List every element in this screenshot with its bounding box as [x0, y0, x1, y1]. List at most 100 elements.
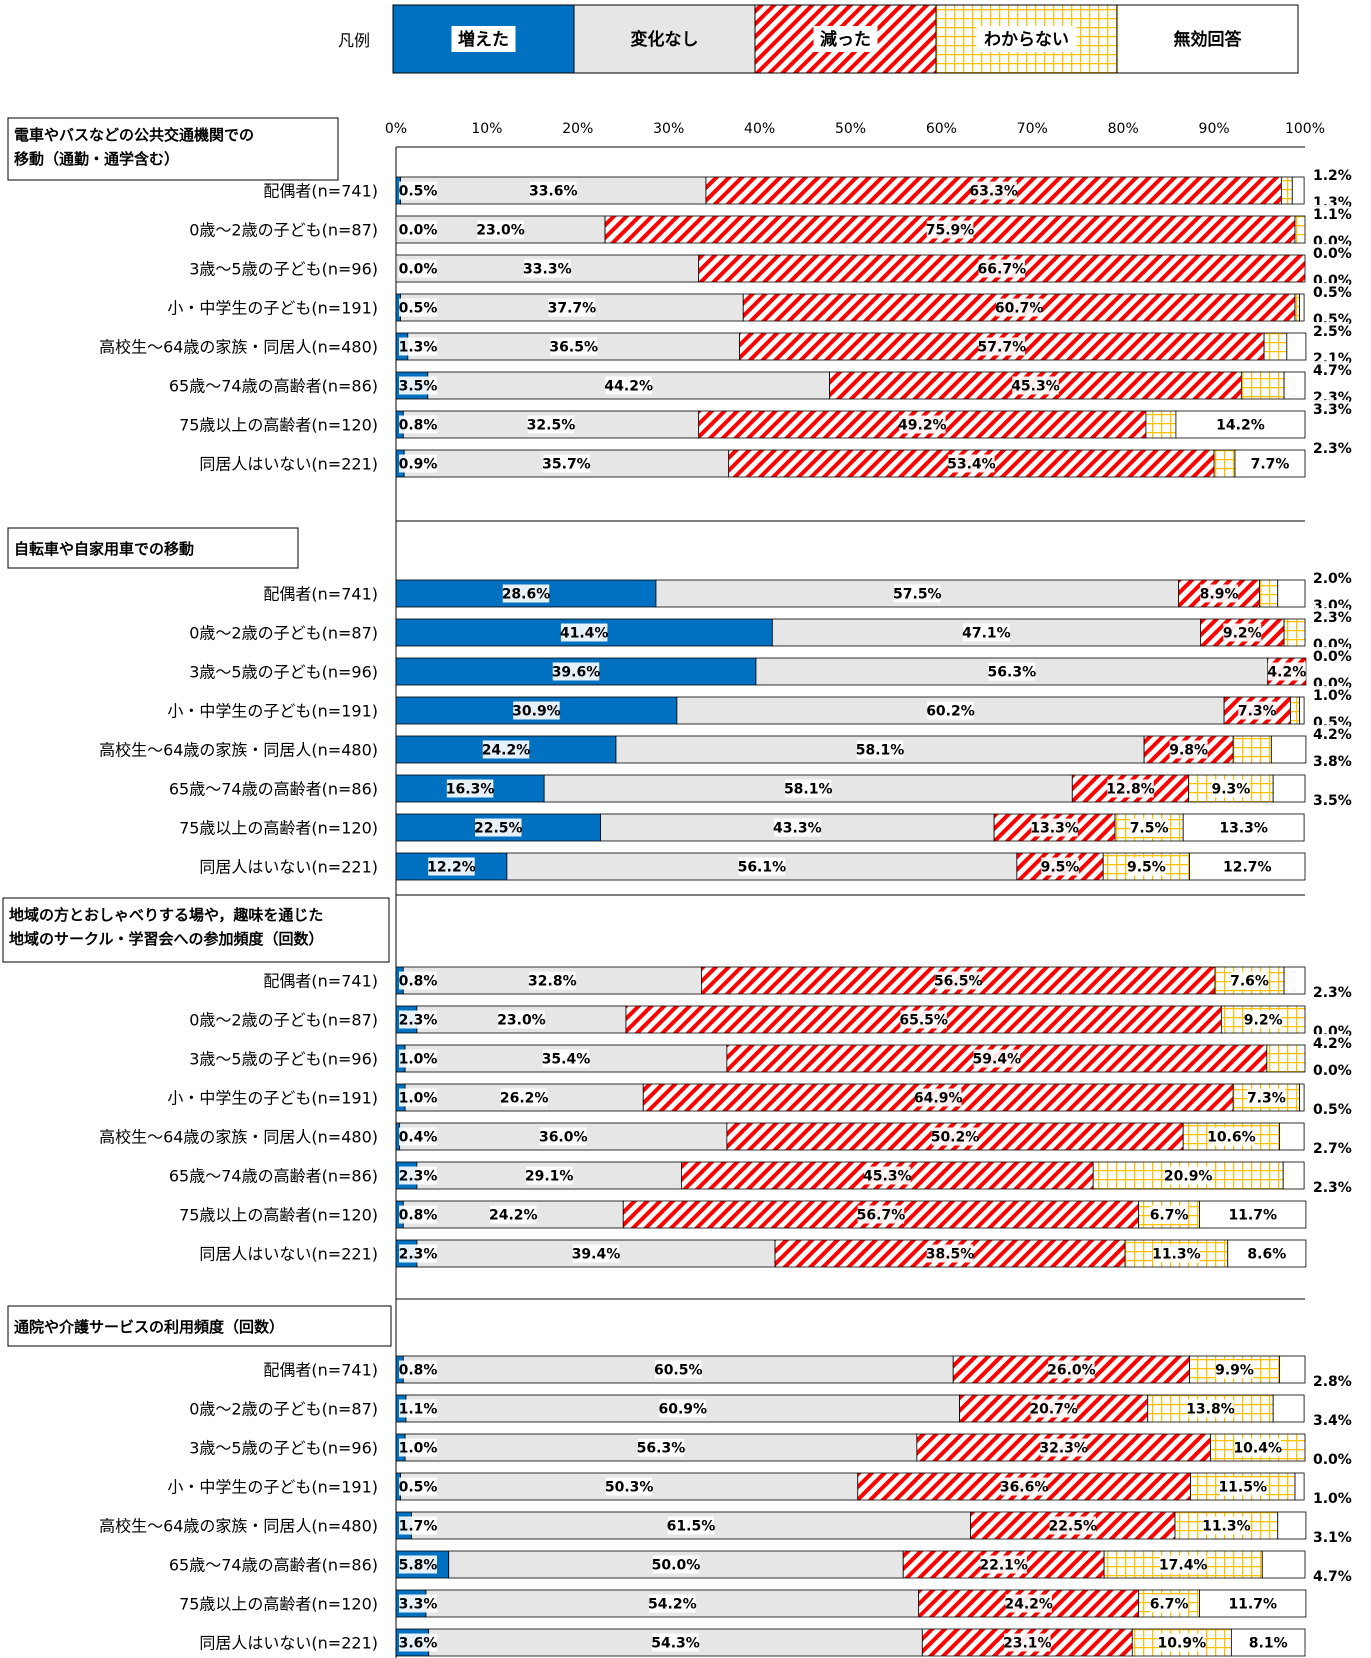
row-label: 高校生～64歳の家族・同居人(n=480): [99, 338, 378, 357]
value-label-bg: [649, 1594, 696, 1613]
value-label-decreased: 22.5%: [1048, 1519, 1097, 1535]
value-label-unknown: 1.2%: [1313, 168, 1352, 184]
row-label: 3歳～5歳の子ども(n=96): [189, 663, 378, 682]
value-label-no-change: 39.4%: [572, 1247, 621, 1263]
value-label-bg: [560, 623, 608, 642]
value-label-no-change: 32.8%: [528, 974, 577, 990]
group-title: 通院や介護サービスの利用頻度（回数）: [14, 1318, 284, 1336]
legend: 増えた 変化なし 減った わからない 無効回答: [392, 4, 1299, 74]
bar-segment-invalid: [1291, 176, 1305, 205]
bar-segment-unknown: [1259, 579, 1279, 608]
value-label-unknown: 9.2%: [1244, 1013, 1283, 1029]
row-label: 高校生～64歳の家族・同居人(n=480): [99, 1517, 378, 1536]
row-label: 65歳～74歳の高齢者(n=86): [169, 780, 378, 799]
value-label-unknown: 9.3%: [1212, 782, 1251, 798]
value-label-no-change: 60.5%: [654, 1363, 703, 1379]
x-tick-label: 30%: [653, 121, 684, 137]
value-label-increased: 2.3%: [399, 1247, 438, 1263]
value-label-invalid: 0.0%: [1313, 1063, 1352, 1079]
value-label-no-change: 50.0%: [652, 1558, 701, 1574]
value-label-decreased: 64.9%: [914, 1091, 963, 1107]
value-label-bg: [1224, 857, 1271, 876]
value-label-increased: 0.5%: [399, 184, 438, 200]
value-label-bg: [1041, 857, 1080, 876]
value-label-bg: [482, 740, 530, 759]
value-label-no-change: 24.2%: [489, 1208, 538, 1224]
value-label-unknown: 10.6%: [1207, 1130, 1256, 1146]
value-label-no-change: 50.3%: [605, 1480, 654, 1496]
value-label-no-change: 26.2%: [500, 1091, 549, 1107]
value-label-bg: [864, 1166, 911, 1185]
value-label-decreased: 32.3%: [1039, 1441, 1088, 1457]
value-label-invalid: 3.1%: [1313, 1530, 1352, 1546]
bar-segment-invalid: [1294, 1472, 1305, 1501]
value-label-bg: [774, 818, 821, 837]
row-label: 3歳～5歳の子ども(n=96): [189, 260, 378, 279]
group-title: 自転車や自家用車での移動: [14, 540, 194, 558]
value-label-bg: [1311, 686, 1349, 704]
value-label-bg: [1251, 454, 1290, 473]
labels: 配偶者(n=741) 0.5% 33.6% 63.3% 1.2% 1.3% 0歳～2歳の子ど…: [99, 166, 1352, 1653]
value-label-invalid: 3.8%: [1313, 754, 1352, 770]
value-label-bg: [490, 1205, 537, 1224]
value-label-bg: [988, 662, 1036, 681]
value-label-invalid: 13.3%: [1219, 821, 1268, 837]
value-label-bg: [1107, 779, 1154, 798]
value-label-unknown: 11.5%: [1218, 1480, 1267, 1496]
value-label-bg: [399, 1360, 437, 1379]
value-label-bg: [978, 337, 1026, 356]
value-label-increased: 41.4%: [560, 626, 609, 642]
group-title: 地域の方とおしゃべりする場や，趣味を通じた: [9, 906, 323, 924]
row-label: 同居人はいない(n=221): [199, 455, 378, 474]
value-label-bg: [1311, 608, 1349, 626]
value-label-bg: [934, 971, 982, 990]
value-label-increased: 1.7%: [399, 1519, 438, 1535]
value-label-bg: [1229, 1205, 1276, 1224]
value-label-decreased: 50.2%: [931, 1130, 980, 1146]
value-label-bg: [1127, 857, 1166, 876]
bar-segment-invalid: [1283, 966, 1306, 995]
value-label-bg: [1311, 361, 1349, 379]
x-tick-label: 0%: [385, 121, 407, 137]
value-label-decreased: 63.3%: [969, 184, 1018, 200]
value-label-increased: 3.5%: [399, 379, 438, 395]
value-label-invalid: 3.4%: [1313, 1413, 1352, 1429]
value-label-no-change: 33.3%: [523, 262, 572, 278]
value-label-unknown: 2.3%: [1313, 610, 1352, 626]
value-label-bg: [1311, 1567, 1349, 1585]
value-label-invalid: 2.8%: [1313, 1374, 1352, 1390]
legend-label-bg: [976, 26, 1077, 52]
value-label-no-change: 23.0%: [497, 1013, 546, 1029]
value-label-bg: [399, 181, 437, 200]
value-label-bg: [399, 1049, 437, 1068]
x-tick-label: 70%: [1017, 121, 1048, 137]
x-tick-label: 40%: [744, 121, 775, 137]
row-label: 75歳以上の高齢者(n=120): [179, 1206, 378, 1225]
value-label-invalid: 1.0%: [1313, 1491, 1352, 1507]
value-label-invalid: 2.7%: [1313, 1141, 1352, 1157]
value-label-bg: [654, 1360, 702, 1379]
value-label-increased: 28.6%: [502, 587, 551, 603]
value-label-no-change: 36.0%: [539, 1130, 588, 1146]
value-label-increased: 0.8%: [399, 1363, 438, 1379]
value-label-bg: [980, 1555, 1027, 1574]
value-label-decreased: 12.8%: [1106, 782, 1155, 798]
value-label-no-change: 36.5%: [549, 340, 598, 356]
value-label-decreased: 66.7%: [978, 262, 1027, 278]
value-label-bg: [1311, 1100, 1349, 1118]
bar-segment-unknown: [1240, 371, 1285, 400]
value-label-bg: [399, 298, 437, 317]
value-label-decreased: 38.5%: [926, 1247, 975, 1263]
row-label: 同居人はいない(n=221): [199, 858, 378, 877]
value-label-bg: [513, 701, 560, 720]
value-label-bg: [1311, 322, 1349, 340]
value-label-bg: [502, 584, 550, 603]
value-label-no-change: 61.5%: [667, 1519, 716, 1535]
group-title: 電車やバスなどの公共交通機関での: [14, 126, 254, 144]
row-label: 75歳以上の高齢者(n=120): [179, 1595, 378, 1614]
value-label-increased: 24.2%: [482, 743, 531, 759]
row-label: 0歳～2歳の子ども(n=87): [189, 221, 378, 240]
value-label-unknown: 11.3%: [1202, 1519, 1251, 1535]
value-label-bg: [428, 857, 475, 876]
